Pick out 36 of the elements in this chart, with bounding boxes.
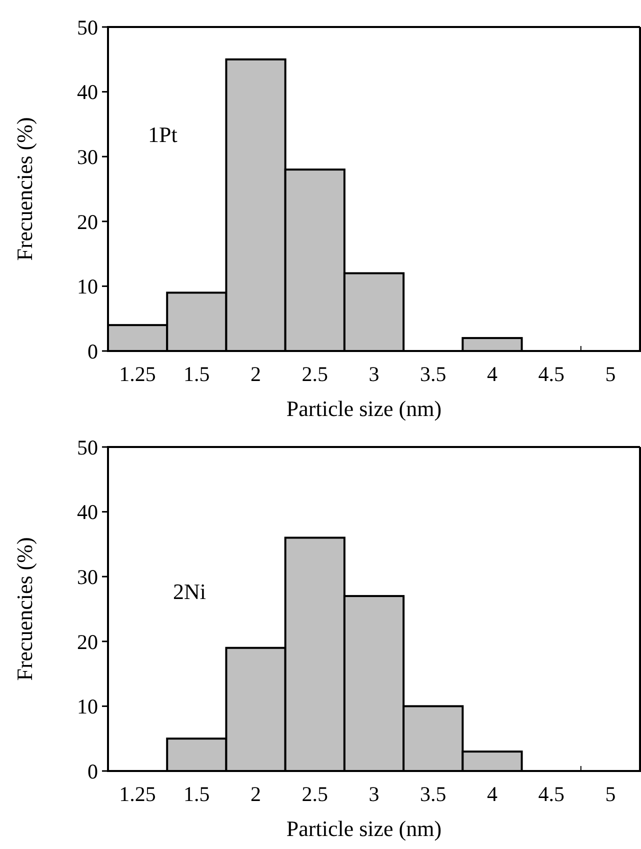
- y-tick-label: 30: [77, 564, 98, 589]
- x-tick-label: 1.5: [184, 782, 210, 806]
- x-tick-label: 5: [605, 362, 616, 386]
- x-axis-title: Particle size (nm): [286, 396, 442, 421]
- y-axis-title: Frecuencies (%): [12, 117, 37, 261]
- x-tick-label: 4.5: [538, 362, 564, 386]
- x-tick-label: 4.5: [538, 782, 564, 806]
- x-tick-label: 1.5: [184, 362, 210, 386]
- y-tick-label: 20: [77, 210, 98, 234]
- x-tick-label: 3.5: [420, 782, 446, 806]
- x-tick-label: 5: [605, 782, 616, 806]
- x-tick-label: 2.5: [302, 782, 328, 806]
- y-tick-label: 50: [77, 15, 98, 40]
- annotation: 1Pt: [148, 122, 178, 147]
- x-tick-label: 3: [368, 362, 380, 386]
- y-tick-label: 10: [77, 274, 98, 299]
- x-tick-label: 1.25: [119, 782, 156, 806]
- x-tick-label: 2: [250, 782, 262, 806]
- x-tick-label: 2: [250, 362, 262, 386]
- y-tick-label: 0: [88, 339, 98, 364]
- x-tick-label: 1.25: [119, 362, 156, 386]
- y-tick-label: 30: [77, 144, 98, 169]
- y-tick-label: 10: [77, 694, 98, 719]
- x-tick-label: 4: [486, 782, 498, 806]
- y-tick-label: 20: [77, 630, 98, 654]
- x-tick-label: 3.5: [420, 362, 446, 386]
- y-axis-title: Frecuencies (%): [12, 537, 37, 681]
- x-tick-label: 3: [368, 782, 380, 806]
- x-tick-label: 4: [486, 362, 498, 386]
- x-tick-label: 2.5: [302, 362, 328, 386]
- x-axis-title: Particle size (nm): [286, 816, 442, 841]
- y-tick-label: 40: [77, 80, 98, 104]
- y-tick-label: 50: [77, 435, 98, 460]
- y-tick-label: 40: [77, 500, 98, 524]
- y-tick-label: 0: [88, 759, 98, 784]
- annotation: 2Ni: [173, 579, 206, 604]
